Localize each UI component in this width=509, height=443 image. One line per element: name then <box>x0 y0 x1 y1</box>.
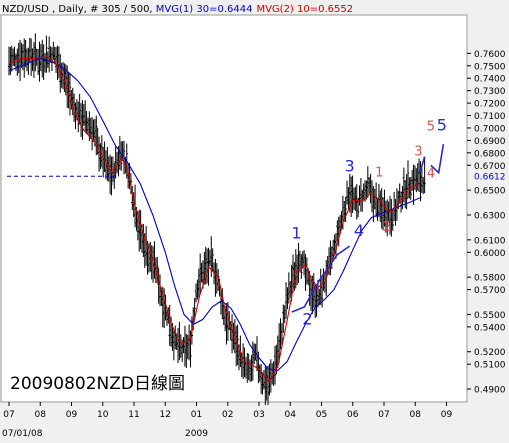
x-tick-label: 07 <box>378 410 389 420</box>
y-tick-label: 0.6300 <box>474 211 506 221</box>
x-tick-label: 10 <box>97 410 109 420</box>
y-tick-label: 0.7500 <box>474 62 506 72</box>
wave-label: 5 <box>437 115 447 134</box>
wave-label: 3 <box>345 156 355 175</box>
wave-label: 3 <box>414 144 422 159</box>
y-tick-label: 0.6900 <box>474 137 506 147</box>
x-tick-label: 08 <box>410 410 422 420</box>
wave-line <box>291 245 351 313</box>
wave-line <box>430 143 445 175</box>
x-tick-label: 08 <box>35 410 47 420</box>
y-tick-label: 0.6000 <box>474 249 506 259</box>
header-mvg1: MVG(1) 30=0.6444 <box>156 4 253 15</box>
y-tick-label: 0.6500 <box>474 187 506 197</box>
x-tick-label: 05 <box>316 410 327 420</box>
y-tick-label: 0.6700 <box>474 162 506 172</box>
y-tick-label: 0.7000 <box>474 124 506 134</box>
x-tick-label: 12 <box>160 410 171 420</box>
x-tick-label: 07 <box>3 410 14 420</box>
x-axis: 07 08 09 10 11 12 01 02 03 04 05 06 07 08 09 07/01/08 20… <box>2 402 452 439</box>
y-tick-label: 0.5100 <box>474 361 506 371</box>
x-year-label: 2009 <box>185 429 208 439</box>
y-tick-label: 0.7400 <box>474 75 506 85</box>
series-line <box>8 57 422 371</box>
header-symbol: NZD/USD <box>2 4 49 15</box>
chart-header: NZD/USD , Daily, # 305 / 500, MVG(1) 30=… <box>2 4 353 15</box>
wave-label: 1 <box>291 224 301 243</box>
y-tick-label: 0.7600 <box>474 50 506 60</box>
wave-label: 5 <box>427 119 435 134</box>
y-tick-label: 0.7300 <box>474 87 506 97</box>
series-line <box>8 56 419 383</box>
y-tick-label: 0.5400 <box>474 323 506 333</box>
wave-line <box>419 156 426 173</box>
header-info: , Daily, # 305 / 500, <box>49 4 156 15</box>
price-marker: 0.6612 <box>7 173 506 183</box>
wave-label: 2 <box>302 309 312 328</box>
x-tick-label: 11 <box>128 410 139 420</box>
x-tick-label: 09 <box>66 410 78 420</box>
x-tick-label: 06 <box>347 410 359 420</box>
y-tick-label: 0.6100 <box>474 236 506 246</box>
header-mvg2: MVG(2) 10=0.6552 <box>256 4 353 15</box>
wave-label: 4 <box>427 167 435 182</box>
x-tick-label: 04 <box>285 410 297 420</box>
x-tick-label: 02 <box>222 410 233 420</box>
wave-label: 1 <box>375 165 383 180</box>
x-tick-label: 03 <box>253 410 264 420</box>
x-tick-label: 09 <box>441 410 453 420</box>
x-tick-label: 01 <box>191 410 202 420</box>
moving-average-lines <box>8 56 422 383</box>
y-tick-label: 0.5800 <box>474 274 506 284</box>
wave-label: 4 <box>354 221 364 240</box>
wave-label: 2 <box>383 220 391 235</box>
y-tick-label: 0.4900 <box>474 386 506 396</box>
y-tick-label: 0.5200 <box>474 348 506 358</box>
x-start-label: 07/01/08 <box>2 429 43 439</box>
wave-lines <box>291 143 445 313</box>
y-tick-label: 0.6800 <box>474 149 506 159</box>
y-tick-label: 0.5700 <box>474 286 506 296</box>
watermark-text: 20090802NZD日線圖 <box>10 374 185 394</box>
plot-area <box>0 14 468 403</box>
y-tick-label: 0.7200 <box>474 100 506 110</box>
current-price-label: 0.6612 <box>474 173 506 183</box>
y-tick-label: 0.7100 <box>474 112 506 122</box>
y-tick-label: 0.5500 <box>474 311 506 321</box>
y-axis: 0.7600 0.7500 0.7400 0.7300 0.7200 0.7100 0.70… <box>467 50 506 396</box>
